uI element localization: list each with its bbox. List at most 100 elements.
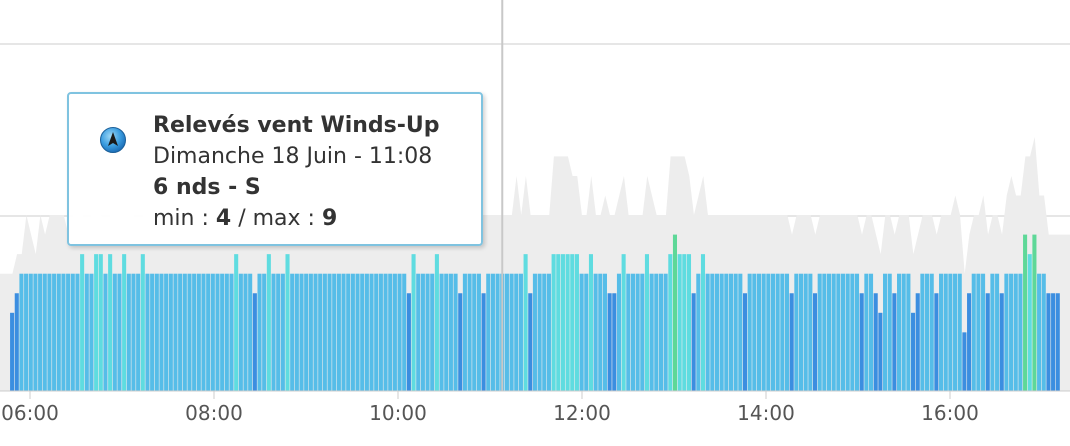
wind-bar[interactable] xyxy=(943,273,948,391)
wind-bar[interactable] xyxy=(318,273,323,391)
wind-bar[interactable] xyxy=(579,273,584,391)
wind-bar[interactable] xyxy=(798,273,804,391)
wind-bar[interactable] xyxy=(644,254,649,391)
wind-bar[interactable] xyxy=(495,273,500,391)
wind-bar[interactable] xyxy=(649,273,654,391)
wind-bar[interactable] xyxy=(504,273,509,391)
wind-bar[interactable] xyxy=(192,273,197,391)
wind-bar[interactable] xyxy=(542,273,547,391)
wind-bar[interactable] xyxy=(677,254,682,391)
wind-bar[interactable] xyxy=(56,273,61,391)
wind-bar[interactable] xyxy=(775,273,780,391)
wind-bar[interactable] xyxy=(981,273,986,391)
wind-bar[interactable] xyxy=(369,273,374,391)
wind-bar[interactable] xyxy=(705,273,710,391)
wind-bar[interactable] xyxy=(444,273,449,391)
wind-bar[interactable] xyxy=(1004,273,1009,391)
wind-bar[interactable] xyxy=(925,273,930,391)
wind-bar[interactable] xyxy=(383,273,388,391)
wind-bar[interactable] xyxy=(47,273,52,391)
wind-bar[interactable] xyxy=(738,273,743,391)
wind-bar[interactable] xyxy=(229,273,234,391)
wind-bar[interactable] xyxy=(1027,254,1032,391)
wind-bar[interactable] xyxy=(532,273,537,391)
wind-bar[interactable] xyxy=(1018,273,1023,391)
wind-bar[interactable] xyxy=(397,273,402,391)
wind-bar[interactable] xyxy=(598,273,603,391)
wind-bar[interactable] xyxy=(350,273,355,391)
wind-bar[interactable] xyxy=(756,273,762,391)
wind-bar[interactable] xyxy=(140,254,145,391)
wind-bar[interactable] xyxy=(206,273,211,391)
wind-bar[interactable] xyxy=(448,273,453,391)
wind-bar[interactable] xyxy=(733,273,738,391)
wind-bar[interactable] xyxy=(911,312,916,391)
wind-bar[interactable] xyxy=(378,273,383,391)
wind-bar[interactable] xyxy=(332,273,337,391)
wind-bar[interactable] xyxy=(957,273,962,391)
wind-bar[interactable] xyxy=(995,273,1000,391)
wind-bar[interactable] xyxy=(122,254,127,391)
wind-bar[interactable] xyxy=(663,273,668,391)
wind-bar[interactable] xyxy=(467,273,472,391)
wind-bar[interactable] xyxy=(257,273,262,391)
wind-bar[interactable] xyxy=(14,293,19,391)
wind-bar[interactable] xyxy=(290,273,295,391)
wind-bar[interactable] xyxy=(66,273,71,391)
wind-bar[interactable] xyxy=(826,273,832,391)
wind-bar[interactable] xyxy=(523,254,528,391)
wind-bar[interactable] xyxy=(985,293,990,391)
wind-bar[interactable] xyxy=(126,273,131,391)
wind-bar[interactable] xyxy=(150,273,155,391)
wind-bar[interactable] xyxy=(19,273,24,391)
wind-bar[interactable] xyxy=(276,273,281,391)
wind-bar[interactable] xyxy=(630,273,635,391)
wind-bar[interactable] xyxy=(24,273,29,391)
wind-bar[interactable] xyxy=(131,273,136,391)
wind-bar[interactable] xyxy=(430,273,435,391)
wind-bar[interactable] xyxy=(322,273,327,391)
wind-bar[interactable] xyxy=(61,273,66,391)
wind-bar[interactable] xyxy=(845,273,850,391)
wind-bar[interactable] xyxy=(551,254,556,391)
wind-bar[interactable] xyxy=(728,273,734,391)
wind-bar[interactable] xyxy=(509,273,514,391)
wind-bar[interactable] xyxy=(1032,234,1037,391)
wind-bar[interactable] xyxy=(70,273,75,391)
wind-bar[interactable] xyxy=(953,273,958,391)
wind-bar[interactable] xyxy=(967,293,972,391)
wind-bar[interactable] xyxy=(262,273,267,391)
wind-bar[interactable] xyxy=(458,293,463,391)
wind-bar[interactable] xyxy=(234,254,239,391)
wind-bar[interactable] xyxy=(752,273,757,391)
wind-bar[interactable] xyxy=(724,273,729,391)
wind-bar[interactable] xyxy=(939,273,944,391)
wind-bar[interactable] xyxy=(304,273,309,391)
wind-bar[interactable] xyxy=(658,273,664,391)
wind-bar[interactable] xyxy=(439,273,444,391)
wind-bar[interactable] xyxy=(565,254,570,391)
wind-bar[interactable] xyxy=(136,273,141,391)
wind-bar[interactable] xyxy=(906,273,911,391)
wind-bar[interactable] xyxy=(94,254,99,391)
wind-bar[interactable] xyxy=(700,254,706,391)
wind-bar[interactable] xyxy=(168,273,173,391)
wind-bar[interactable] xyxy=(602,273,607,391)
wind-bar[interactable] xyxy=(770,273,776,391)
wind-bar[interactable] xyxy=(682,254,687,391)
wind-bar[interactable] xyxy=(570,254,575,391)
wind-bar[interactable] xyxy=(878,312,883,391)
wind-bar[interactable] xyxy=(285,254,290,391)
wind-bar[interactable] xyxy=(901,273,906,391)
wind-bar[interactable] xyxy=(668,254,673,391)
wind-bar[interactable] xyxy=(196,273,201,391)
wind-bar[interactable] xyxy=(145,273,150,391)
wind-bar[interactable] xyxy=(812,293,818,391)
wind-bar[interactable] xyxy=(434,254,439,391)
wind-bar[interactable] xyxy=(416,273,421,391)
wind-bar[interactable] xyxy=(108,254,113,391)
wind-bar[interactable] xyxy=(103,273,108,391)
wind-bar[interactable] xyxy=(761,273,766,391)
wind-bar[interactable] xyxy=(425,273,430,391)
wind-bar[interactable] xyxy=(453,273,458,391)
